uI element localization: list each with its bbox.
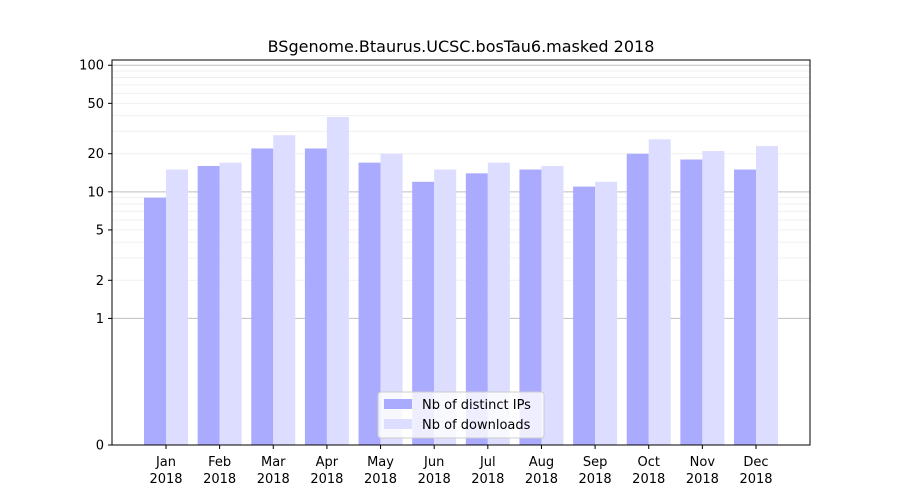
bar-downloads-oct <box>648 139 671 445</box>
x-tick-label-month: Jan <box>155 455 176 470</box>
x-tick-label-month: Nov <box>690 455 716 470</box>
x-tick-label-month: Apr <box>316 455 339 470</box>
y-tick-label: 20 <box>87 147 104 162</box>
legend-swatch <box>384 419 412 429</box>
y-tick-label: 10 <box>87 185 104 200</box>
x-tick-label-month: Jul <box>479 455 496 470</box>
x-tick-label-year: 2018 <box>203 472 236 487</box>
legend-label: Nb of downloads <box>422 418 531 433</box>
bar-downloads-jul <box>487 162 510 445</box>
bar-downloads-sep <box>595 181 618 445</box>
x-tick-label-year: 2018 <box>418 472 451 487</box>
x-tick-label-year: 2018 <box>525 472 558 487</box>
bar-distinct-ips-jan <box>144 197 166 445</box>
bar-distinct-ips-jul <box>465 173 488 445</box>
legend-swatch <box>384 399 412 409</box>
y-tick-label: 1 <box>96 312 104 327</box>
x-tick-label-month: Dec <box>743 455 768 470</box>
bar-downloads-dec <box>756 146 778 445</box>
bar-downloads-may <box>380 153 403 446</box>
bar-distinct-ips-jun <box>412 181 435 445</box>
bar-downloads-mar <box>273 135 296 445</box>
bar-downloads-nov <box>702 151 725 445</box>
x-tick-label-month: Feb <box>208 455 231 470</box>
bar-distinct-ips-mar <box>251 148 274 445</box>
bar-distinct-ips-nov <box>680 159 703 445</box>
x-tick-label-month: Sep <box>583 455 608 470</box>
bar-distinct-ips-feb <box>197 165 220 446</box>
bar-downloads-jun <box>434 169 457 445</box>
x-tick-label-year: 2018 <box>686 472 719 487</box>
x-tick-label-year: 2018 <box>471 472 504 487</box>
y-tick-label: 50 <box>87 97 104 112</box>
x-tick-label-year: 2018 <box>310 472 343 487</box>
y-tick-label: 5 <box>96 223 104 238</box>
x-tick-label-year: 2018 <box>149 472 182 487</box>
bar-distinct-ips-may <box>358 162 381 445</box>
x-tick-label-month: Oct <box>637 455 659 470</box>
x-tick-label-year: 2018 <box>257 472 290 487</box>
bars <box>144 117 778 446</box>
legend-box <box>377 391 545 439</box>
x-tick-label-year: 2018 <box>632 472 665 487</box>
bar-distinct-ips-aug <box>519 169 542 445</box>
bar-downloads-apr <box>326 117 349 446</box>
plot-frame <box>111 59 811 446</box>
bar-downloads-jan <box>166 169 188 445</box>
bar-downloads-feb <box>219 162 242 445</box>
bar-distinct-ips-oct <box>626 153 649 446</box>
x-tick-label-year: 2018 <box>579 472 612 487</box>
y-tick-label: 2 <box>96 274 104 289</box>
chart-title: BSgenome.Btaurus.UCSC.bosTau6.masked 201… <box>268 37 655 56</box>
x-tick-label-month: Jun <box>423 455 444 470</box>
y-tick-label: 100 <box>79 59 104 74</box>
x-tick-label-year: 2018 <box>364 472 397 487</box>
legend: Nb of distinct IPs Nb of downloads <box>377 391 545 439</box>
x-tick-label-month: May <box>367 455 394 470</box>
x-tick-label-month: Mar <box>261 455 286 470</box>
bar-distinct-ips-apr <box>304 148 327 445</box>
bar-distinct-ips-sep <box>573 186 596 446</box>
legend-label: Nb of distinct IPs <box>422 398 531 413</box>
bar-downloads-aug <box>541 165 564 446</box>
x-tick-label-year: 2018 <box>739 472 772 487</box>
x-axis: Jan 2018 Feb 2018 Mar 2018 Apr 2018 May 2018 Jun 20… <box>149 445 773 487</box>
bar-distinct-ips-dec <box>734 169 756 445</box>
x-tick-label-month: Aug <box>529 455 554 470</box>
y-axis: 0 1 2 5 10 20 50 100 <box>79 59 112 454</box>
y-tick-label: 0 <box>96 439 104 454</box>
